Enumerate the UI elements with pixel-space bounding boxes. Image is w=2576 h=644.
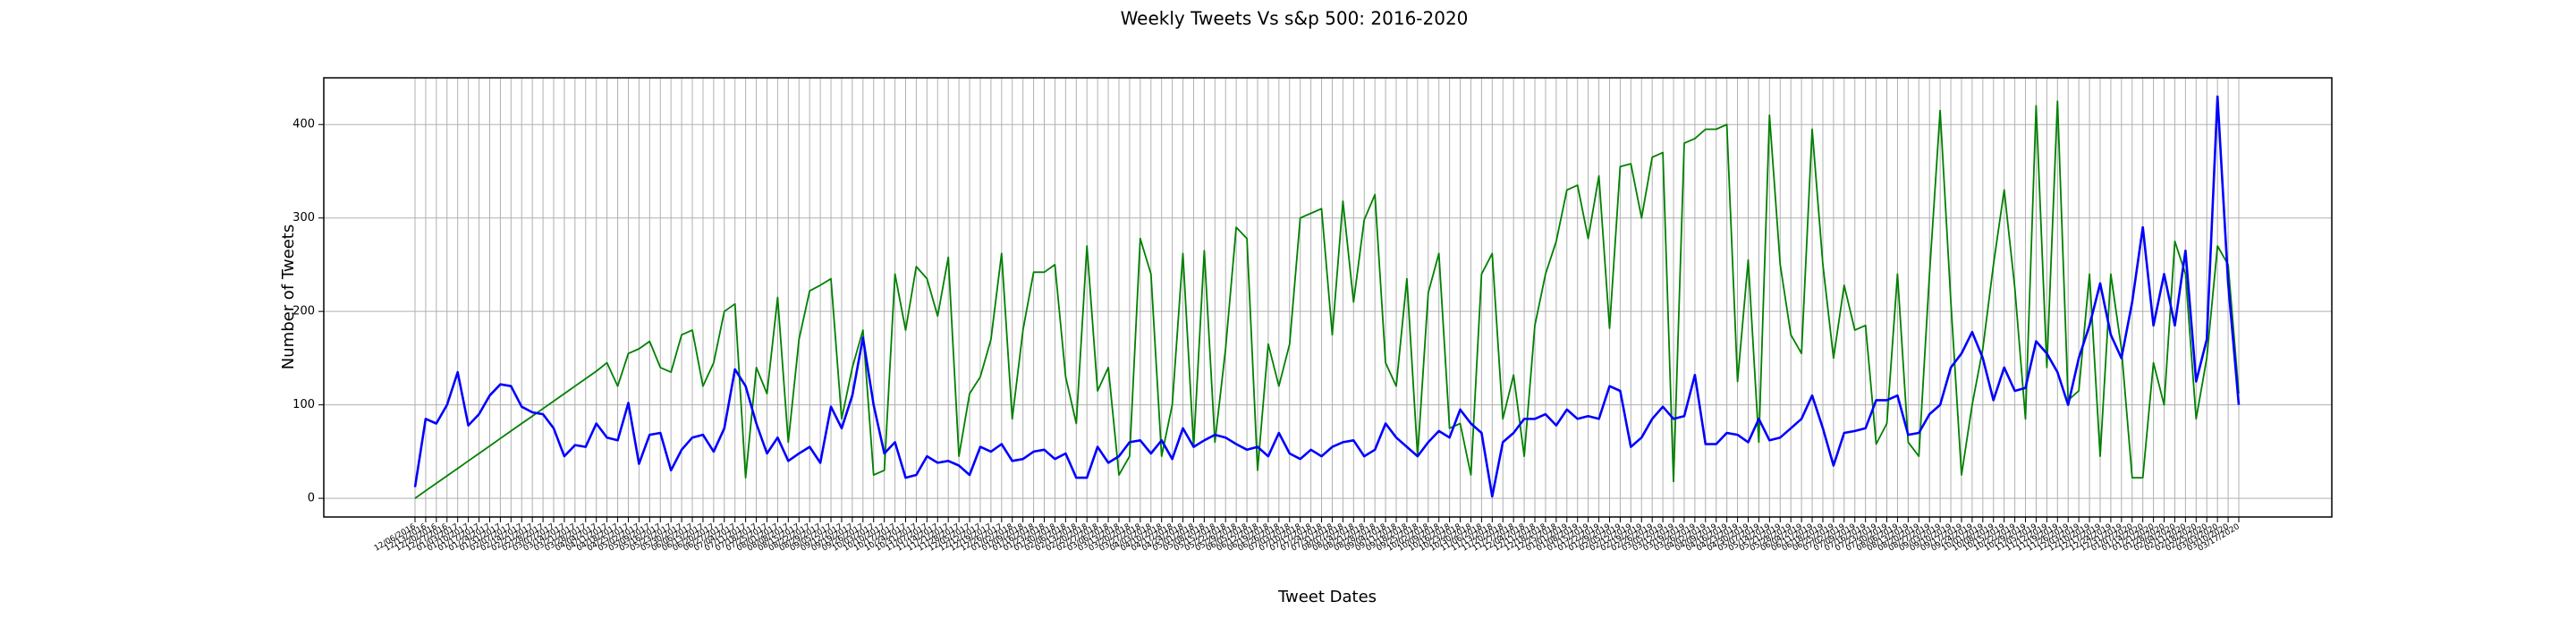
data-line (414, 100, 2240, 499)
y-tick-label: 300 (292, 211, 315, 225)
y-tick-label: 0 (308, 492, 315, 505)
plot-frame (323, 77, 2333, 518)
y-tick-label: 100 (292, 398, 315, 411)
y-tick-label: 400 (292, 118, 315, 131)
y-axis-label: Number of Tweets (279, 225, 298, 369)
chart-title: Weekly Tweets Vs s&p 500: 2016-2020 (1121, 8, 1469, 30)
data-line (413, 95, 2241, 498)
x-axis-label: Tweet Dates (1277, 588, 1377, 606)
y-tick-label: 200 (292, 305, 315, 318)
